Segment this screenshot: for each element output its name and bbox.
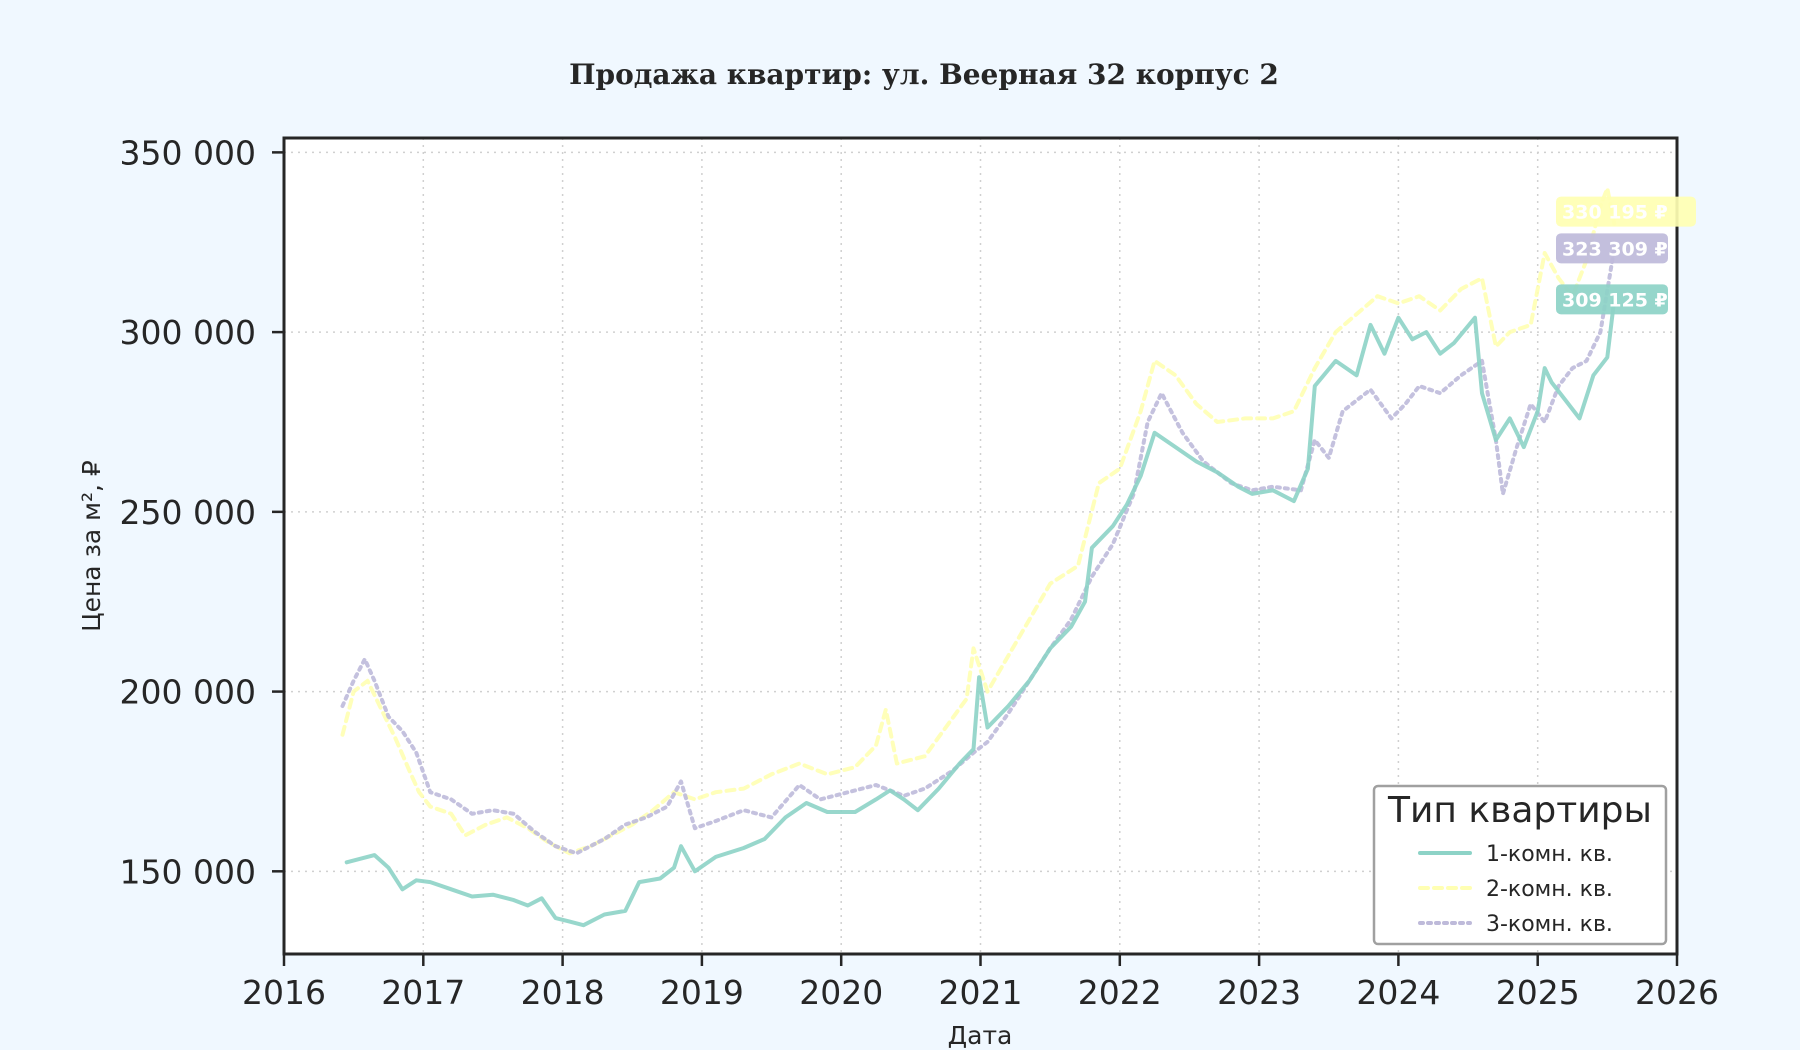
legend-box: [1372, 784, 1668, 946]
y-tick-label: 200 000: [120, 673, 256, 712]
x-tick-label: 2021: [939, 973, 1023, 1012]
series-line-3: [340, 246, 1617, 856]
end-labels: 309 125 ₽ 330 195 ₽ 323 309 ₽: [1556, 196, 1696, 315]
y-axis-label: Цена за м², ₽: [77, 460, 106, 632]
end-label-text: 330 195 ₽: [1562, 202, 1668, 224]
end-label-3: 323 309 ₽: [1556, 233, 1668, 264]
end-label-text: 309 125 ₽: [1562, 289, 1668, 311]
end-label-2: 330 195 ₽: [1556, 196, 1696, 227]
x-tick-label: 2022: [1078, 973, 1162, 1012]
x-tick-label: 2018: [521, 973, 605, 1012]
x-tick-label: 2019: [660, 973, 744, 1012]
x-tick-label: 2016: [242, 973, 326, 1012]
end-label-bg: [1556, 196, 1696, 227]
x-axis-ticks: 2016 2017 2018 2019 2020 2021 2022 2023 2024 2025…: [242, 954, 1719, 1012]
series-layer: [340, 186, 1617, 928]
x-tick-label: 2017: [381, 973, 465, 1012]
series-line-1: [344, 297, 1617, 928]
legend-title: Тип квартиры: [1387, 790, 1652, 831]
y-tick-label: 300 000: [120, 313, 256, 352]
x-tick-label: 2024: [1356, 973, 1440, 1012]
end-label-1: 309 125 ₽: [1556, 284, 1668, 315]
y-tick-label: 350 000: [120, 133, 256, 172]
y-tick-label: 150 000: [120, 852, 256, 891]
series-line-2: [340, 186, 1617, 856]
x-tick-label: 2020: [799, 973, 883, 1012]
y-tick-label: 250 000: [120, 493, 256, 532]
chart-title: Продажа квартир: ул. Веерная 32 корпус 2: [569, 58, 1279, 91]
x-tick-label: 2026: [1635, 973, 1719, 1012]
x-tick-label: 2023: [1217, 973, 1301, 1012]
x-axis-label: Дата: [948, 1021, 1013, 1050]
legend-label-2: 2-комн. кв.: [1486, 877, 1613, 902]
legend: Тип квартиры 1-комн. кв. 2-комн. кв. 3-ком…: [1372, 784, 1668, 946]
end-label-text: 323 309 ₽: [1562, 238, 1668, 260]
end-label-bg: [1556, 233, 1668, 264]
legend-label-3: 3-комн. кв.: [1486, 912, 1613, 937]
legend-items: 1-комн. кв. 2-комн. кв. 3-комн. кв.: [1418, 842, 1613, 937]
end-label-bg: [1556, 284, 1668, 315]
x-tick-label: 2025: [1496, 973, 1580, 1012]
y-axis-ticks: 150 000 200 000 250 000 300 000 350 000: [120, 133, 284, 891]
legend-label-1: 1-комн. кв.: [1486, 842, 1613, 867]
